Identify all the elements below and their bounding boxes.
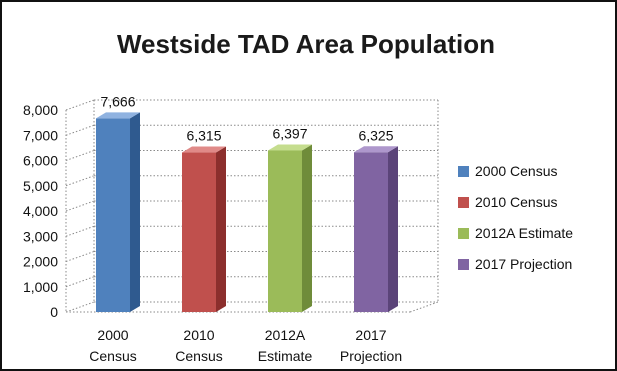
bar-side: [130, 112, 140, 312]
bar-1: [96, 112, 140, 312]
x-tick-label-line: 2000: [97, 327, 128, 343]
axis-layer: 0 1,000 2,000 3,000 4,000 5,000 6,000 7,000 8,00…: [23, 102, 67, 320]
legend-label: 2012A Estimate: [475, 225, 573, 241]
y-tick-label: 3,000: [23, 228, 58, 244]
label-layer: 7,666 2000 Census 6,315 2010 Census 6,397 2012A…: [89, 93, 402, 364]
gridline-side: [65, 175, 95, 187]
bar-front: [268, 150, 302, 312]
legend-label: 2010 Census: [475, 194, 558, 210]
y-tick-label: 1,000: [23, 279, 58, 295]
y-tick-label: 0: [50, 304, 58, 320]
bar-top: [354, 146, 398, 153]
legend: 2000 Census 2010 Census 2012A Estimate 2017…: [458, 163, 573, 272]
bar-front: [96, 118, 130, 312]
gridline-side: [65, 225, 95, 237]
bar-3: [268, 144, 312, 312]
legend-swatch: [458, 197, 469, 208]
bar-4: [354, 146, 398, 312]
bar-front: [354, 152, 388, 312]
legend-swatch: [458, 166, 469, 177]
y-tick-label: 7,000: [23, 127, 58, 143]
y-tick-label: 4,000: [23, 203, 58, 219]
bar-side: [302, 144, 312, 312]
legend-swatch: [458, 228, 469, 239]
bar-side: [216, 146, 226, 312]
bar-front: [182, 152, 216, 312]
gridline-side: [65, 124, 95, 136]
data-label: 6,325: [358, 127, 393, 143]
data-label: 6,315: [186, 128, 221, 144]
y-tick-label: 2,000: [23, 254, 58, 270]
gridline-side: [65, 99, 95, 111]
x-tick-label: 2017 Projection: [340, 327, 402, 364]
bar-top: [96, 112, 140, 119]
x-tick-label: 2000 Census: [89, 327, 136, 364]
bar-top: [268, 144, 312, 151]
y-tick-label: 6,000: [23, 153, 58, 169]
data-label: 7,666: [100, 93, 135, 109]
gridline-side: [65, 150, 95, 161]
legend-label: 2000 Census: [475, 163, 558, 179]
bar-layer: [96, 112, 398, 312]
gridline-side: [65, 200, 95, 212]
legend-label: 2017 Projection: [475, 256, 572, 272]
x-tick-label: 2012A Estimate: [258, 327, 313, 364]
floor-side-edge: [409, 301, 439, 313]
x-tick-label-line: Census: [89, 348, 136, 364]
y-tick-label: 8,000: [23, 102, 58, 118]
data-label: 6,397: [272, 125, 307, 141]
x-tick-label-line: 2010: [183, 327, 214, 343]
chart-title: Westside TAD Area Population: [117, 29, 495, 59]
x-tick-label: 2010 Census: [175, 327, 222, 364]
gridline-side: [65, 251, 95, 262]
x-tick-label-line: Census: [175, 348, 222, 364]
x-tick-label-line: 2017: [355, 327, 386, 343]
gridline-side: [65, 301, 95, 313]
y-tick-label: 5,000: [23, 178, 58, 194]
x-tick-label-line: Projection: [340, 348, 402, 364]
legend-swatch: [458, 259, 469, 270]
x-tick-label-line: Estimate: [258, 348, 313, 364]
bar-2: [182, 146, 226, 312]
x-tick-label-line: 2012A: [265, 327, 306, 343]
bar-side: [388, 146, 398, 312]
bar-top: [182, 146, 226, 153]
gridline-side: [65, 276, 95, 288]
